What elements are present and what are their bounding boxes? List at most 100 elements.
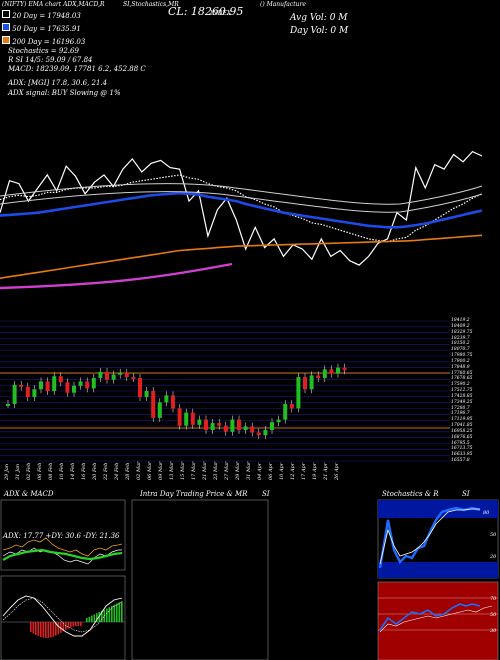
macd-hist-bar bbox=[93, 614, 96, 622]
macd-hist-bar bbox=[57, 622, 60, 635]
candle-body bbox=[243, 426, 248, 430]
candle-body bbox=[105, 371, 109, 380]
candle-body bbox=[322, 369, 327, 378]
candle-body bbox=[25, 386, 30, 398]
price-tick-label: 16795.5 bbox=[451, 440, 470, 446]
ema200-line bbox=[0, 234, 483, 279]
ema200-swatch bbox=[2, 36, 10, 44]
candle-body bbox=[124, 372, 129, 378]
adx-panel-frame bbox=[0, 499, 126, 571]
price-tick-label: 17900.2 bbox=[451, 358, 470, 364]
candle-body bbox=[85, 381, 90, 389]
date-tick-label: 17 Apr bbox=[301, 462, 307, 480]
date-tick-label: 29 Jan bbox=[4, 463, 10, 480]
candle-body bbox=[270, 422, 274, 430]
macd-hist-bar bbox=[60, 622, 62, 633]
rsi-line bbox=[379, 603, 481, 631]
price-tick-label: 17196.7 bbox=[451, 411, 470, 417]
ema50-swatch bbox=[2, 23, 10, 31]
candlestick-chart bbox=[0, 320, 450, 462]
macd-text: MACD: 18239.09, 17781 6.2, 452.88 C bbox=[8, 65, 146, 73]
close-label: CL: 18260.95 bbox=[168, 5, 244, 18]
date-tick-label: 16 Feb bbox=[81, 462, 87, 480]
price-tick-label: 17280.7 bbox=[451, 405, 470, 411]
macd-hist-bar bbox=[86, 618, 88, 622]
day-vol: Day Vol: 0 M bbox=[290, 26, 349, 36]
date-tick-label: 31 Mar bbox=[246, 461, 252, 480]
date-tick-label: 13 Mar bbox=[169, 461, 175, 480]
rsi-signal-line bbox=[379, 605, 493, 633]
stoch-level-20: 20 bbox=[489, 554, 497, 560]
ema20-legend: 20 Day = 17948.03 bbox=[2, 10, 81, 20]
macd-hist-bar bbox=[103, 609, 106, 622]
macd-hist-bar bbox=[118, 602, 121, 622]
date-tick-label: 15 Mar bbox=[180, 461, 186, 480]
candle-body bbox=[164, 395, 169, 403]
candle-body bbox=[309, 375, 314, 390]
date-tick-label: 19 Apr bbox=[312, 462, 318, 480]
date-tick-label: 29 Mar bbox=[235, 461, 241, 480]
intraday-title: Intra Day Trading Price & MR bbox=[140, 490, 248, 498]
candle-body bbox=[157, 402, 162, 418]
macd-hist-bar bbox=[77, 622, 80, 627]
macd-hist-bar bbox=[72, 622, 75, 627]
date-tick-label: 04 Apr bbox=[257, 462, 263, 480]
stoch-level-80: 80 bbox=[483, 510, 490, 516]
price-tick-label: 17349.25 bbox=[451, 399, 473, 405]
date-tick-label: 21 Mar bbox=[202, 461, 208, 480]
macd-hist-bar bbox=[40, 622, 42, 638]
macd-hist-bar bbox=[70, 622, 72, 628]
candle-body bbox=[118, 372, 123, 375]
candle-body bbox=[131, 377, 136, 380]
stoch-k-line bbox=[378, 506, 481, 569]
date-tick-label: 10 Apr bbox=[279, 462, 285, 480]
candle-body bbox=[32, 389, 37, 398]
adx-plus-line bbox=[2, 537, 123, 557]
candle-body bbox=[111, 374, 116, 380]
date-tick-label: 27 Mar bbox=[224, 461, 230, 480]
candle-body bbox=[78, 381, 83, 386]
price-tick-label: 16958.25 bbox=[451, 428, 473, 434]
price-tick-label: 18239.7 bbox=[451, 335, 470, 341]
macd-hist-bar bbox=[106, 608, 108, 622]
stoch-d-line bbox=[379, 508, 480, 565]
candle-body bbox=[171, 395, 175, 409]
candle-body bbox=[52, 376, 57, 391]
ema-line-chart bbox=[0, 150, 483, 290]
candle-body bbox=[144, 391, 149, 398]
stochastics-text: Stochastics = 92.69 bbox=[8, 47, 79, 55]
candle-body bbox=[138, 378, 142, 398]
candle-body bbox=[263, 430, 268, 436]
macd-hist-bar bbox=[80, 622, 82, 627]
price-tick-label: 17678.65 bbox=[451, 376, 473, 382]
candle-body bbox=[342, 367, 347, 371]
date-tick-label: 26 Apr bbox=[334, 462, 340, 480]
macd-hist-bar bbox=[111, 606, 113, 622]
price-tick-label: 16633.95 bbox=[451, 452, 473, 458]
date-tick-label: 23 Mar bbox=[213, 461, 219, 480]
macd-hist-bar bbox=[32, 622, 35, 634]
symbol-suffix2: INDEX bbox=[210, 10, 232, 17]
candle-body bbox=[190, 412, 195, 425]
candle-body bbox=[283, 404, 288, 420]
ema50-legend: 50 Day = 17635.91 bbox=[2, 23, 81, 33]
price-tick-label: 16713.75 bbox=[451, 446, 473, 452]
candle-body bbox=[72, 385, 76, 393]
ema200-legend: 200 Day = 16196.03 bbox=[2, 36, 85, 46]
adx-main-line bbox=[2, 548, 123, 561]
ema20-label: 20 Day = 17948.03 bbox=[12, 12, 81, 20]
macd-hist-bar bbox=[50, 622, 52, 638]
stoch-title2: SI bbox=[462, 490, 470, 498]
header-line1b: SI,Stochastics,MR bbox=[123, 1, 179, 8]
indicator-panels: ADX: 17.77 +DY: 30.6 -DY: 21.36 80 50 20… bbox=[0, 499, 499, 660]
candle-body bbox=[45, 381, 50, 391]
macd-hist-bar bbox=[67, 622, 70, 629]
date-tick-label: 21 Apr bbox=[323, 462, 329, 480]
macd-hist-bar bbox=[108, 607, 111, 622]
macd-hist-bar bbox=[37, 622, 40, 637]
adx-signal-text: ADX signal: BUY Slowing @ 1% bbox=[8, 89, 121, 97]
price-tick-label: 17760.65 bbox=[451, 370, 473, 376]
date-tick-label: 06 Mar bbox=[147, 461, 153, 480]
macd-hist-bar bbox=[52, 622, 55, 637]
price-tick-label: 18329.75 bbox=[451, 329, 473, 335]
